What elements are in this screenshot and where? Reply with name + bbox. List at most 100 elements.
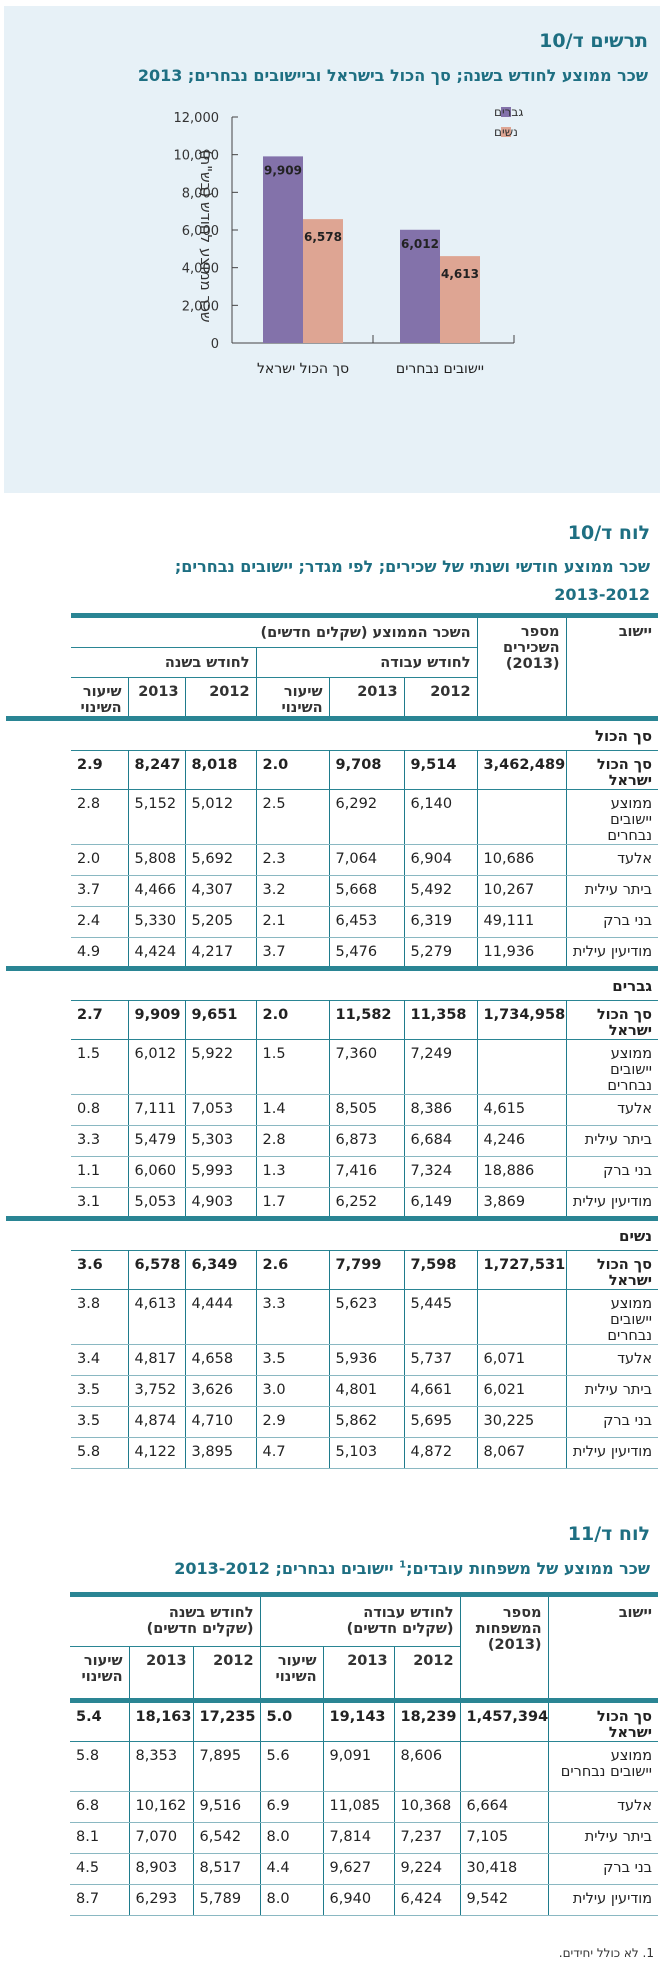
group-header-row: סך הכול bbox=[6, 716, 659, 751]
settlement-cell: ממוצע יישובים נבחרים bbox=[565, 1289, 659, 1345]
count-cell bbox=[459, 1741, 549, 1792]
table-row: ביתר עילית 7,105 7,237 7,814 8.0 6,542 7,070 8.… bbox=[6, 1822, 659, 1854]
settlement-name-part: בני ברק bbox=[603, 1163, 653, 1179]
value-w13: 5,668 bbox=[328, 875, 405, 907]
table-row: ממוצע יישובים נבחרים 5,445 5,623 3.3 4,444 4,6… bbox=[6, 1289, 659, 1345]
value-mc: 4.9 bbox=[71, 937, 129, 969]
value-wc: 1.4 bbox=[255, 1094, 330, 1126]
table10-title-line2: 2013-2012 bbox=[554, 585, 650, 604]
settlement-cell: בני ברק bbox=[547, 1853, 659, 1885]
value-mc: 2.4 bbox=[71, 906, 129, 938]
count-cell: 1,734,958 bbox=[476, 1000, 567, 1040]
bar-men bbox=[400, 229, 440, 343]
value-w12: 9,224 bbox=[393, 1853, 461, 1885]
settlement-name-part: נבחרים bbox=[607, 828, 653, 844]
table-row: אלעד 4,615 8,386 8,505 1.4 7,053 7,111 0.8 bbox=[6, 1094, 659, 1126]
value-m12: 4,710 bbox=[184, 1406, 257, 1438]
value-wc: 2.9 bbox=[255, 1406, 330, 1438]
value-w12: 6,149 bbox=[403, 1187, 478, 1219]
value-w13: 9,091 bbox=[322, 1741, 395, 1792]
table11-title-a: שכר ממוצע של משפחות עובדים; bbox=[406, 1559, 650, 1578]
count-cell: 10,267 bbox=[476, 875, 567, 907]
value-w12: 6,424 bbox=[393, 1884, 461, 1916]
col-w13: 2013 bbox=[322, 1646, 395, 1701]
value-m12: 4,658 bbox=[184, 1344, 257, 1376]
table11-code: לוח ד/11 bbox=[567, 1523, 650, 1545]
table-row: בני ברק 30,225 5,695 5,862 2.9 4,710 4,874 3.5 bbox=[6, 1406, 659, 1438]
count-cell: 6,664 bbox=[459, 1791, 549, 1823]
value-m12: 4,307 bbox=[184, 875, 257, 907]
y-tick-label: 8,000 bbox=[182, 186, 219, 201]
table11-title-b: יישובים נבחרים; 2013-2012 bbox=[174, 1559, 400, 1578]
footnote-marker: 1 bbox=[399, 1559, 407, 1571]
value-m13: 5,053 bbox=[127, 1187, 186, 1219]
settlement-cell: אלעד bbox=[565, 1344, 659, 1376]
value-w13: 7,064 bbox=[328, 844, 405, 876]
settlement-cell: בני ברק bbox=[565, 1156, 659, 1188]
value-wc: 3.0 bbox=[255, 1375, 330, 1407]
table-row: ממוצע יישובים נבחרים 7,249 7,360 1.5 5,922 6,0… bbox=[6, 1039, 659, 1095]
value-m13: 7,111 bbox=[127, 1094, 186, 1126]
value-mc: 2.8 bbox=[71, 789, 129, 845]
count-cell: 8,067 bbox=[476, 1437, 567, 1469]
y-tick-label: 0 bbox=[211, 337, 219, 352]
value-m13: 4,613 bbox=[127, 1289, 186, 1345]
count-cell: 3,869 bbox=[476, 1187, 567, 1219]
value-m12: 5,303 bbox=[184, 1125, 257, 1157]
value-mc: 2.0 bbox=[71, 844, 129, 876]
legend-label: נשים bbox=[494, 125, 518, 139]
total-row: סך הכול ישראל 1,727,531 7,598 7,799 2.6 6,349… bbox=[6, 1250, 659, 1290]
settlement-name-part: סך הכול ישראל bbox=[596, 757, 653, 789]
employees-line3: (2013) bbox=[505, 656, 560, 672]
settlement-name-part: סך הכול ישראל bbox=[596, 1257, 653, 1289]
value-mc: 3.4 bbox=[71, 1344, 129, 1376]
col-wc: שיעור השינוי bbox=[255, 677, 330, 719]
value-mc: 1.1 bbox=[71, 1156, 129, 1188]
settlement-cell: מודיעין עילית bbox=[547, 1884, 659, 1916]
table-row: ביתר עילית 4,246 6,684 6,873 2.8 5,303 5,479 3.… bbox=[6, 1125, 659, 1157]
value-wc: 6.9 bbox=[259, 1791, 324, 1823]
settlement-cell: ביתר עילית bbox=[565, 1125, 659, 1157]
value-mc: 3.3 bbox=[71, 1125, 129, 1157]
settlement-name-part: ביתר עילית bbox=[584, 1132, 653, 1148]
group-header-row: גברים bbox=[6, 966, 659, 1001]
table-row: ממוצע יישובים נבחרים 6,140 6,292 2.5 5,012 5,1… bbox=[6, 789, 659, 845]
value-wc: 2.0 bbox=[255, 1000, 330, 1040]
settlement-name-part: מודיעין עילית bbox=[572, 1891, 653, 1907]
value-w13: 11,582 bbox=[328, 1000, 405, 1040]
settlement-name-part: ממוצע bbox=[610, 1748, 653, 1764]
value-w13: 7,814 bbox=[322, 1822, 395, 1854]
value-wc: 8.0 bbox=[259, 1822, 324, 1854]
value-m12: 7,895 bbox=[192, 1741, 261, 1792]
table-row: אלעד 6,664 10,368 11,085 6.9 9,516 10,162 6.8 bbox=[6, 1791, 659, 1823]
col-per-month-year: לחודש בשנה (שקלים חדשים) bbox=[70, 1592, 261, 1647]
settlement-name-part: אלעד bbox=[617, 1798, 653, 1814]
settlement-cell: אלעד bbox=[547, 1791, 659, 1823]
bar-chart: שכר ממוצע לחודש (בש"ח) 0 2,000 4,000 6,000 8… bbox=[174, 105, 524, 377]
value-w13: 6,940 bbox=[322, 1884, 395, 1916]
col-avg-wage: השכר הממוצע (שקלים חדשים) bbox=[71, 613, 478, 648]
value-w12: 5,492 bbox=[403, 875, 478, 907]
value-w12: 18,239 bbox=[393, 1698, 461, 1742]
value-w12: 5,445 bbox=[403, 1289, 478, 1345]
settlement-name-part: בני ברק bbox=[603, 913, 653, 929]
value-m12: 6,349 bbox=[184, 1250, 257, 1290]
value-wc: 1.3 bbox=[255, 1156, 330, 1188]
value-m13: 3,752 bbox=[127, 1375, 186, 1407]
settlement-cell: ביתר עילית bbox=[565, 1375, 659, 1407]
value-wc: 2.5 bbox=[255, 789, 330, 845]
value-w12: 4,872 bbox=[403, 1437, 478, 1469]
value-w12: 5,737 bbox=[403, 1344, 478, 1376]
col-per-work-month: לחודש עבודה bbox=[255, 647, 478, 678]
col-m12: 2012 bbox=[184, 677, 257, 719]
value-m13: 5,330 bbox=[127, 906, 186, 938]
value-wc: 2.6 bbox=[255, 1250, 330, 1290]
value-w13: 4,801 bbox=[328, 1375, 405, 1407]
value-m13: 8,247 bbox=[127, 750, 186, 790]
value-w13: 9,627 bbox=[322, 1853, 395, 1885]
table-row: ביתר עילית 10,267 5,492 5,668 3.2 4,307 4,466 3… bbox=[6, 875, 659, 907]
value-mc: 3.6 bbox=[71, 1250, 129, 1290]
value-wc: 2.1 bbox=[255, 906, 330, 938]
value-mc: 3.1 bbox=[71, 1187, 129, 1219]
value-m12: 4,217 bbox=[184, 937, 257, 969]
